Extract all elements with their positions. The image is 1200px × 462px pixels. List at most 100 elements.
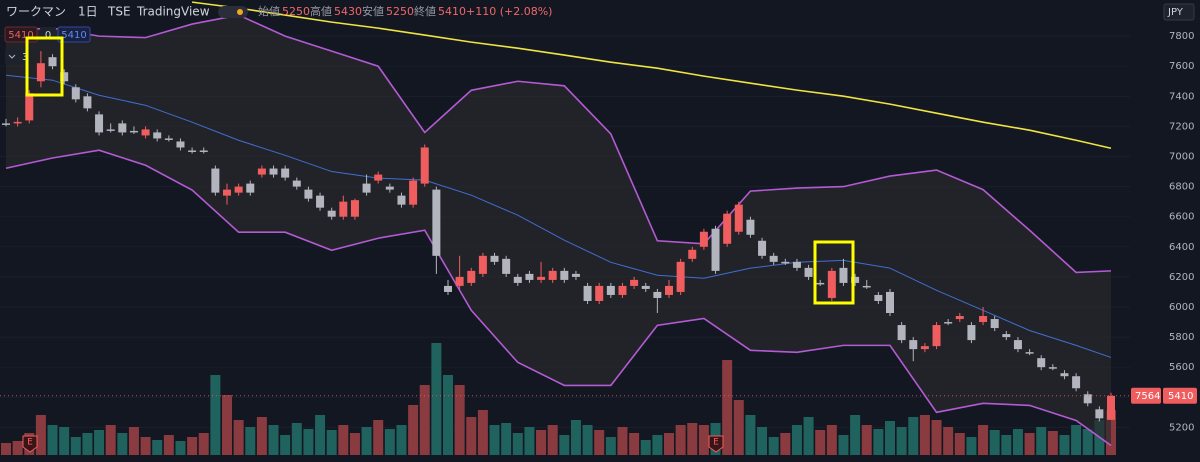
candle-body	[304, 189, 313, 199]
volume-bar	[873, 429, 884, 455]
candle-body	[467, 270, 476, 283]
price-badge-bg	[1163, 387, 1197, 404]
volume-bar	[629, 433, 640, 455]
indicator-line	[5, 14, 1112, 274]
highlight-box	[813, 240, 855, 305]
volume-bar	[803, 417, 814, 455]
earnings-label: E	[713, 438, 719, 448]
candle-body	[548, 270, 557, 280]
volume-bar	[326, 430, 337, 455]
interval[interactable]: 1日	[78, 5, 98, 19]
volume-bar	[70, 437, 81, 455]
indicators	[5, 1, 1112, 447]
volume-bar	[687, 423, 698, 455]
candle-body	[1013, 340, 1022, 350]
volume-bar	[105, 425, 116, 455]
candle-body	[513, 276, 522, 283]
volume-bar	[128, 427, 139, 455]
candle-body	[13, 121, 22, 124]
candle-body	[688, 249, 697, 259]
volume-bar	[966, 437, 977, 455]
candle-body	[630, 279, 639, 286]
candle-body	[967, 325, 976, 341]
volume-bar	[140, 437, 151, 455]
volume-bar	[617, 427, 628, 455]
candle-body	[1095, 409, 1104, 419]
candle-body	[129, 130, 138, 133]
candle-body	[36, 63, 45, 82]
volume-bar	[954, 433, 965, 455]
volume-bar	[791, 425, 802, 455]
volume-pane	[1, 343, 1116, 455]
volume-bar	[989, 430, 1000, 455]
candle-body	[665, 285, 673, 295]
candle-body	[420, 147, 429, 184]
candle-body	[746, 219, 755, 235]
candle-body	[118, 123, 127, 133]
volume-bar	[512, 433, 523, 455]
candle-body	[292, 180, 301, 187]
volume-bar	[1082, 429, 1093, 455]
y-tick-label: 6600	[1169, 212, 1194, 223]
volume-bar	[675, 425, 686, 455]
open-value: 5250	[282, 5, 310, 18]
candle-body	[234, 186, 243, 193]
candle-body	[944, 322, 953, 324]
volume-bar	[384, 429, 395, 455]
currency-button[interactable]	[1163, 3, 1195, 21]
candle-body	[339, 201, 348, 217]
volume-bar	[12, 441, 23, 455]
candle-body	[316, 195, 325, 208]
volume-bar	[850, 415, 861, 455]
y-tick-label: 6800	[1169, 182, 1194, 193]
candle-body	[397, 195, 406, 205]
volume-bar	[152, 440, 163, 455]
candle-body	[851, 276, 860, 283]
candle-body	[711, 228, 720, 271]
candle-body	[839, 267, 848, 283]
candle-body	[71, 87, 80, 100]
volume-bar	[315, 415, 326, 455]
volume-bar	[489, 425, 500, 455]
volume-bar	[35, 415, 46, 455]
indicator-box[interactable]	[57, 26, 91, 43]
volume-bar	[349, 433, 360, 455]
candle-body	[897, 325, 906, 341]
volume-bar	[1047, 431, 1058, 455]
y-tick-label: 5800	[1169, 332, 1194, 343]
symbol[interactable]: ワークマン	[6, 5, 66, 19]
volume-bar	[652, 435, 663, 455]
candle-body	[455, 276, 464, 286]
volume-bar	[919, 415, 930, 455]
volume-bar	[1001, 435, 1012, 455]
candle-body	[269, 168, 278, 175]
volume-bar	[1036, 427, 1047, 455]
volume-bar	[885, 421, 895, 455]
volume-bar	[291, 423, 302, 455]
candle-body	[804, 267, 813, 277]
y-tick-label: 5200	[1169, 422, 1194, 433]
volume-bar	[640, 440, 651, 455]
indicator-toggle[interactable]	[5, 49, 33, 64]
candle-body	[874, 294, 883, 301]
candle-body	[199, 150, 208, 152]
volume-bar	[815, 430, 826, 455]
volume-bar	[198, 433, 209, 455]
volume-bar	[908, 417, 919, 455]
candle-body	[374, 174, 383, 181]
y-tick-label: 7000	[1169, 152, 1194, 163]
high-label: 高値	[310, 4, 332, 18]
currency: JPY	[1167, 7, 1184, 18]
candle-body	[781, 261, 790, 264]
price-axis: 5200540056005800600062006400660068007000…	[1130, 0, 1200, 462]
candle-body	[734, 204, 743, 232]
volume-bar	[59, 427, 70, 455]
candle-body	[769, 255, 778, 262]
candle-body	[502, 258, 511, 274]
volume-bar	[1012, 429, 1023, 455]
indicator-line	[5, 149, 1112, 447]
candle-body	[164, 138, 173, 140]
candle-body	[1048, 367, 1057, 369]
volume-bar	[931, 420, 942, 455]
